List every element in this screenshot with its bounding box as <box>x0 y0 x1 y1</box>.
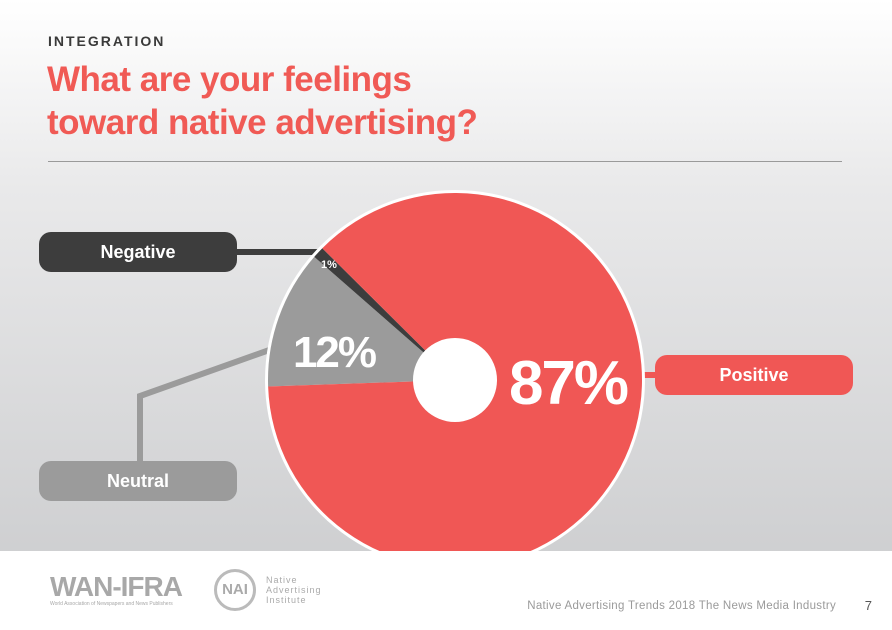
footer: WAN-IFRA World Association of Newspapers … <box>0 551 892 630</box>
slice-neutral <box>268 256 455 387</box>
section-label: INTEGRATION <box>48 33 166 49</box>
leader-neutral <box>137 345 277 462</box>
title-line-2: toward native advertising? <box>47 103 478 142</box>
slide: INTEGRATION What are your feelings towar… <box>47 33 842 162</box>
data-label-neutral: 12% <box>293 328 376 377</box>
wan-ifra-logo: WAN-IFRA World Association of Newspapers … <box>50 571 183 607</box>
nai-logo-text: Native Advertising Institute <box>266 575 322 605</box>
data-label-negative: 1% <box>321 259 337 271</box>
nai-logo-icon: NAI <box>214 569 256 611</box>
legend-negative: Negative <box>39 232 237 272</box>
divider <box>48 161 842 162</box>
data-label-positive: 87% <box>509 349 628 418</box>
legend-neutral: Neutral <box>39 461 237 501</box>
title-line-1: What are your feelings <box>47 60 412 99</box>
pie-center-hole <box>413 338 497 422</box>
slice-negative <box>314 248 455 380</box>
legend-positive: Positive <box>655 355 853 395</box>
publication-name: Native Advertising Trends 2018 The News … <box>527 600 836 612</box>
page-title: What are your feelings toward native adv… <box>47 58 478 144</box>
page-number: 7 <box>864 598 872 613</box>
